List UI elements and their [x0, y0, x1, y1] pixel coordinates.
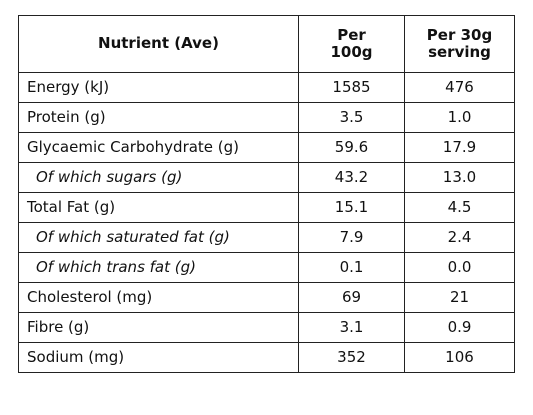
- per-serving-value: 476: [404, 72, 515, 103]
- table-row: Sodium (mg) 352 106: [18, 342, 515, 373]
- nutrient-label: Protein (g): [18, 102, 299, 133]
- table-row: Of which trans fat (g) 0.1 0.0: [18, 252, 515, 283]
- header-per-serving-line2: serving: [428, 43, 491, 61]
- nutrient-sublabel: Of which saturated fat (g): [18, 222, 299, 253]
- per-serving-value: 0.0: [404, 252, 515, 283]
- per-100g-value: 0.1: [298, 252, 405, 283]
- per-100g-value: 69: [298, 282, 405, 313]
- header-row: Nutrient (Ave) Per 100g Per 30g serving: [18, 15, 515, 73]
- per-serving-value: 13.0: [404, 162, 515, 193]
- nutrient-label: Glycaemic Carbohydrate (g): [18, 132, 299, 163]
- per-serving-value: 4.5: [404, 192, 515, 223]
- nutrient-label: Fibre (g): [18, 312, 299, 343]
- per-100g-value: 15.1: [298, 192, 405, 223]
- header-per-serving-line1: Per 30g: [426, 25, 493, 44]
- per-100g-value: 3.1: [298, 312, 405, 343]
- table-body: Energy (kJ) 1585 476 Protein (g) 3.5 1.0…: [18, 72, 515, 373]
- header-per-100g-line1: Per: [337, 25, 366, 44]
- nutrition-table: Nutrient (Ave) Per 100g Per 30g serving …: [18, 15, 515, 373]
- nutrient-label: Cholesterol (mg): [18, 282, 299, 313]
- per-serving-value: 106: [404, 342, 515, 373]
- table-row: Of which saturated fat (g) 7.9 2.4: [18, 222, 515, 253]
- table-row: Glycaemic Carbohydrate (g) 59.6 17.9: [18, 132, 515, 163]
- per-100g-value: 352: [298, 342, 405, 373]
- per-100g-value: 7.9: [298, 222, 405, 253]
- nutrient-label: Sodium (mg): [18, 342, 299, 373]
- table-header: Nutrient (Ave) Per 100g Per 30g serving: [18, 15, 515, 73]
- header-nutrient: Nutrient (Ave): [18, 15, 299, 73]
- per-serving-value: 17.9: [404, 132, 515, 163]
- per-serving-value: 2.4: [404, 222, 515, 253]
- table-row: Of which sugars (g) 43.2 13.0: [18, 162, 515, 193]
- table-row: Energy (kJ) 1585 476: [18, 72, 515, 103]
- per-100g-value: 43.2: [298, 162, 405, 193]
- nutrient-sublabel: Of which sugars (g): [18, 162, 299, 193]
- header-per-serving: Per 30g serving: [404, 15, 515, 73]
- table-row: Total Fat (g) 15.1 4.5: [18, 192, 515, 223]
- per-100g-value: 59.6: [298, 132, 405, 163]
- table-row: Fibre (g) 3.1 0.9: [18, 312, 515, 343]
- nutrient-label: Energy (kJ): [18, 72, 299, 103]
- header-nutrient-label: Nutrient (Ave): [98, 34, 219, 53]
- nutrient-sublabel: Of which trans fat (g): [18, 252, 299, 283]
- nutrient-label: Total Fat (g): [18, 192, 299, 223]
- header-per-100g: Per 100g: [298, 15, 405, 73]
- per-100g-value: 3.5: [298, 102, 405, 133]
- per-serving-value: 0.9: [404, 312, 515, 343]
- per-serving-value: 21: [404, 282, 515, 313]
- header-per-100g-line2: 100g: [330, 43, 373, 61]
- table-row: Cholesterol (mg) 69 21: [18, 282, 515, 313]
- per-100g-value: 1585: [298, 72, 405, 103]
- per-serving-value: 1.0: [404, 102, 515, 133]
- table-row: Protein (g) 3.5 1.0: [18, 102, 515, 133]
